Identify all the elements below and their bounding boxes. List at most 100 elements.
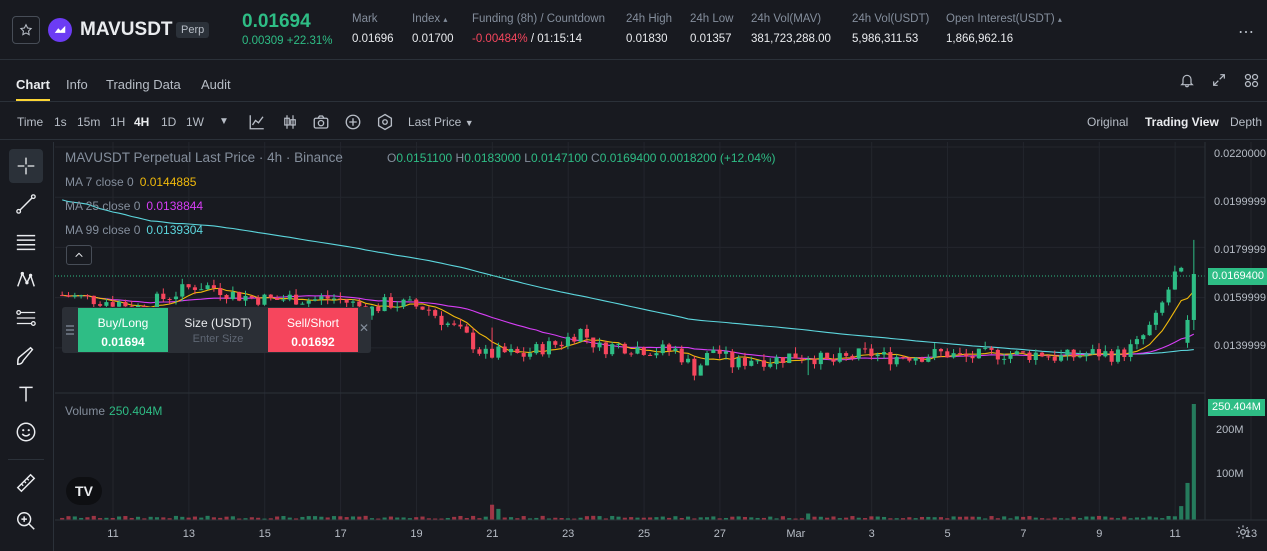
sell-short-button[interactable]: Sell/Short 0.01692 [268,308,358,352]
time-axis-label: 13 [1244,528,1258,540]
more-intervals-dropdown[interactable]: ▼ [219,116,229,127]
ma99-line [62,199,1194,355]
size-input[interactable] [173,333,263,345]
candle-body [104,302,109,306]
volume-legend: Volume 250.404M [65,404,163,418]
volume-bar [325,517,330,520]
tab-info[interactable]: Info [66,77,88,92]
candle-style-icon[interactable] [281,113,299,131]
candle-body [774,357,779,365]
crosshair-tool[interactable] [9,149,43,183]
tab-audit[interactable]: Audit [201,77,231,92]
interval-1h[interactable]: 1H [110,115,126,129]
chart-settings-icon[interactable] [376,113,394,131]
volume-bar [104,517,109,520]
stat-open-interest[interactable]: Open Interest(USDT) ▴ 1,866,962.16 [946,13,1062,45]
candle-body [622,343,627,354]
favorite-star-button[interactable] [12,16,40,44]
more-options-button[interactable]: ⋯ [1238,24,1255,41]
candle-body [957,353,962,355]
volume-bar [1052,517,1057,520]
view-original[interactable]: Original [1087,115,1129,129]
candle-body [673,348,678,351]
volume-bar [686,516,691,520]
camera-icon[interactable] [312,113,330,131]
candle-body [768,364,773,367]
tab-trading-data[interactable]: Trading Data [106,77,181,92]
candle-body [1046,356,1051,358]
volume-bar [1115,518,1121,520]
stat-label: 24h Low [690,13,734,25]
candle-body [679,348,684,363]
interval-1s[interactable]: 1s [54,115,67,129]
volume-bar [622,517,627,520]
volume-bar [142,518,147,520]
fib-tool[interactable] [9,301,43,335]
volume-bar [1141,517,1146,520]
text-tool[interactable] [9,377,43,411]
pattern-tool[interactable] [9,263,43,297]
collapse-legend-button[interactable] [66,245,92,265]
stat-label: 24h Vol(USDT) [852,13,930,25]
volume-bar [673,516,678,520]
volume-axis-label: 100M [1216,468,1244,480]
tab-chart[interactable]: Chart [16,77,50,92]
close-trade-panel-icon[interactable]: ✕ [359,321,370,335]
volume-axis-label: 200M [1216,424,1244,436]
drag-handle[interactable] [62,307,78,353]
brush-tool[interactable] [9,339,43,373]
perp-badge: Perp [176,22,210,38]
interval-1d[interactable]: 1D [161,115,177,129]
indicator-chart-icon[interactable] [248,113,266,131]
candle-body [692,358,697,376]
chart-legend-ohlc: O0.0151100 H0.0183000 L0.0147100 C0.0169… [387,151,776,165]
view-trading-view[interactable]: Trading View [1145,115,1219,129]
time-axis-label: 23 [562,528,575,540]
candle-body [584,328,589,338]
candlestick-chart[interactable] [55,142,1267,551]
buy-long-button[interactable]: Buy/Long 0.01694 [78,308,168,352]
candle-body [755,360,760,362]
stat-value: 0.01357 [690,33,732,45]
ruler-tool[interactable] [9,466,43,500]
volume-bar [268,518,273,520]
volume-bar [679,517,684,520]
candle-body [357,301,362,307]
volume-bar [161,517,166,520]
price-type-dropdown[interactable]: Last Price ▼ [408,115,474,129]
fullscreen-icon[interactable] [1211,72,1227,88]
volume-bar [1002,516,1007,520]
candle-body [490,348,495,358]
interval-4h[interactable]: 4H [134,115,150,129]
volume-bar [490,504,495,520]
stat-index[interactable]: Index ▴ 0.01700 [412,13,454,45]
horizontal-lines-icon [16,234,36,251]
candle-body [951,353,956,358]
volume-bar [711,516,716,520]
volume-bar [148,516,153,520]
interval-15m[interactable]: 15m [77,115,101,129]
add-indicator-icon[interactable] [344,113,362,131]
candle-body [294,294,299,305]
chart-settings-gear-icon[interactable] [1235,524,1251,540]
interval-1w[interactable]: 1W [186,115,204,129]
view-depth[interactable]: Depth [1230,115,1263,129]
candle-body [445,323,450,325]
trend-line-tool[interactable] [9,187,43,221]
candle-body [1008,354,1013,359]
zoom-in-tool[interactable] [9,504,43,538]
candle-body [395,306,400,308]
stat-value: 5,986,311.53 [852,33,919,45]
symbol-name[interactable]: MAVUSDT [80,19,173,40]
chart-area[interactable]: MAVUSDT Perpetual Last Price · 4h · Bina… [55,142,1267,551]
candle-body [1071,349,1076,358]
tradingview-logo-icon[interactable]: TV [66,477,102,505]
candle-body [98,304,103,306]
horizontal-lines-tool[interactable] [9,225,43,259]
time-axis-label: 17 [334,528,347,540]
emoji-tool[interactable] [9,415,43,449]
bell-icon[interactable] [1179,72,1195,88]
layout-grid-icon[interactable] [1243,72,1260,89]
volume-bar [331,516,337,520]
volume-bar [919,516,925,520]
